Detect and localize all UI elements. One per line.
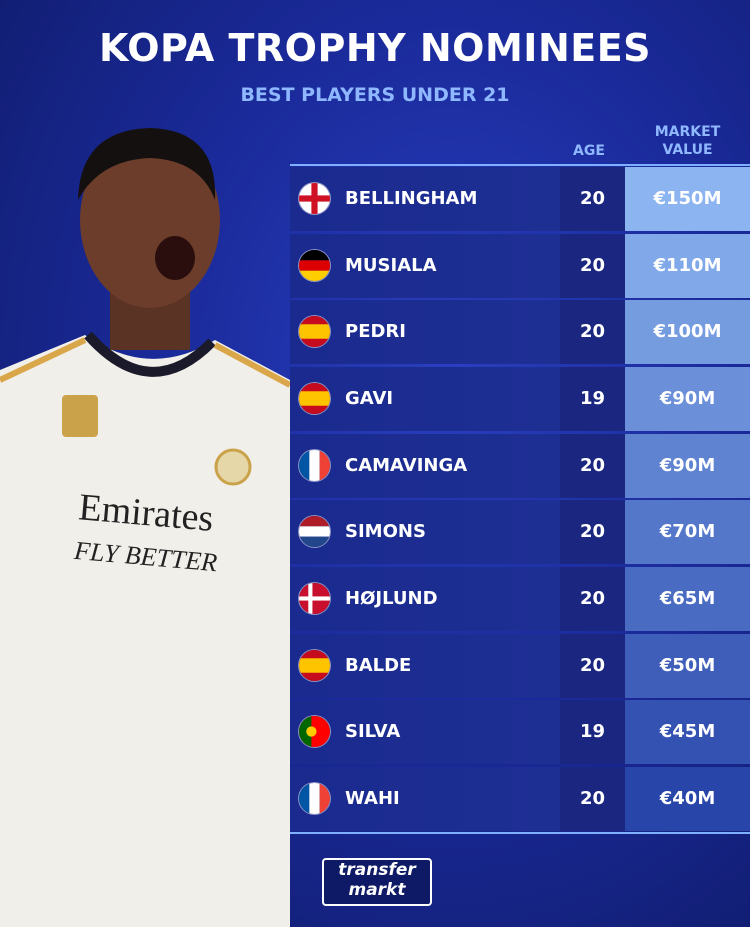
player-age: 20	[560, 634, 625, 698]
market-value: €90M	[625, 367, 750, 431]
player-age: 19	[560, 700, 625, 764]
flag	[299, 316, 330, 347]
player-name: BALDE	[345, 655, 412, 676]
player-row: BELLINGHAM 20 €150M	[290, 167, 750, 231]
flag	[299, 450, 330, 481]
player-age: 19	[560, 367, 625, 431]
player-age: 20	[560, 767, 625, 831]
player-age: 20	[560, 567, 625, 631]
player-row: SIMONS 20 €70M	[290, 500, 750, 564]
player-name: MUSIALA	[345, 255, 437, 276]
player-row: BALDE 20 €50M	[290, 634, 750, 698]
flag	[299, 650, 330, 681]
market-value: €110M	[625, 234, 750, 298]
market-value: €40M	[625, 767, 750, 831]
market-value: €70M	[625, 500, 750, 564]
logo-text: markt	[348, 880, 406, 900]
market-value: €90M	[625, 434, 750, 498]
player-name: GAVI	[345, 388, 394, 409]
market-value: €45M	[625, 700, 750, 764]
player-age: 20	[560, 434, 625, 498]
flag	[299, 383, 330, 414]
table-rule	[290, 832, 750, 834]
player-age: 20	[560, 234, 625, 298]
player-row: GAVI 19 €90M	[290, 367, 750, 431]
player-name: SILVA	[345, 721, 401, 742]
player-row: MUSIALA 20 €110M	[290, 234, 750, 298]
player-row: WAHI 20 €40M	[290, 767, 750, 831]
flag	[299, 716, 330, 747]
logo: transfer markt	[322, 858, 432, 906]
logo-text: transfer	[338, 860, 416, 880]
market-value: €100M	[625, 300, 750, 364]
flag	[299, 516, 330, 547]
player-name: CAMAVINGA	[345, 455, 468, 476]
player-photo: Emirates FLY BETTER	[0, 128, 290, 927]
title: KOPA TROPHY NOMINEES	[98, 26, 652, 70]
player-name: BELLINGHAM	[345, 188, 478, 209]
player-name: WAHI	[345, 788, 400, 809]
flag	[299, 183, 330, 214]
flag	[299, 783, 330, 814]
market-value: €50M	[625, 634, 750, 698]
table-rule	[290, 164, 750, 166]
market-value: €150M	[625, 167, 750, 231]
player-row: HØJLUND 20 €65M	[290, 567, 750, 631]
player-age: 20	[560, 500, 625, 564]
flag	[299, 250, 330, 281]
player-age: 20	[560, 167, 625, 231]
player-row: CAMAVINGA 20 €90M	[290, 434, 750, 498]
player-name: HØJLUND	[345, 588, 438, 609]
column-header: MARKET VALUE	[654, 124, 721, 158]
market-value: €65M	[625, 567, 750, 631]
column-header: AGE	[573, 143, 605, 159]
player-row: PEDRI 20 €100M	[290, 300, 750, 364]
player-age: 20	[560, 300, 625, 364]
player-row: SILVA 19 €45M	[290, 700, 750, 764]
flag	[299, 583, 330, 614]
subtitle: BEST PLAYERS UNDER 21	[240, 84, 510, 106]
player-name: PEDRI	[345, 321, 406, 342]
player-name: SIMONS	[345, 521, 426, 542]
